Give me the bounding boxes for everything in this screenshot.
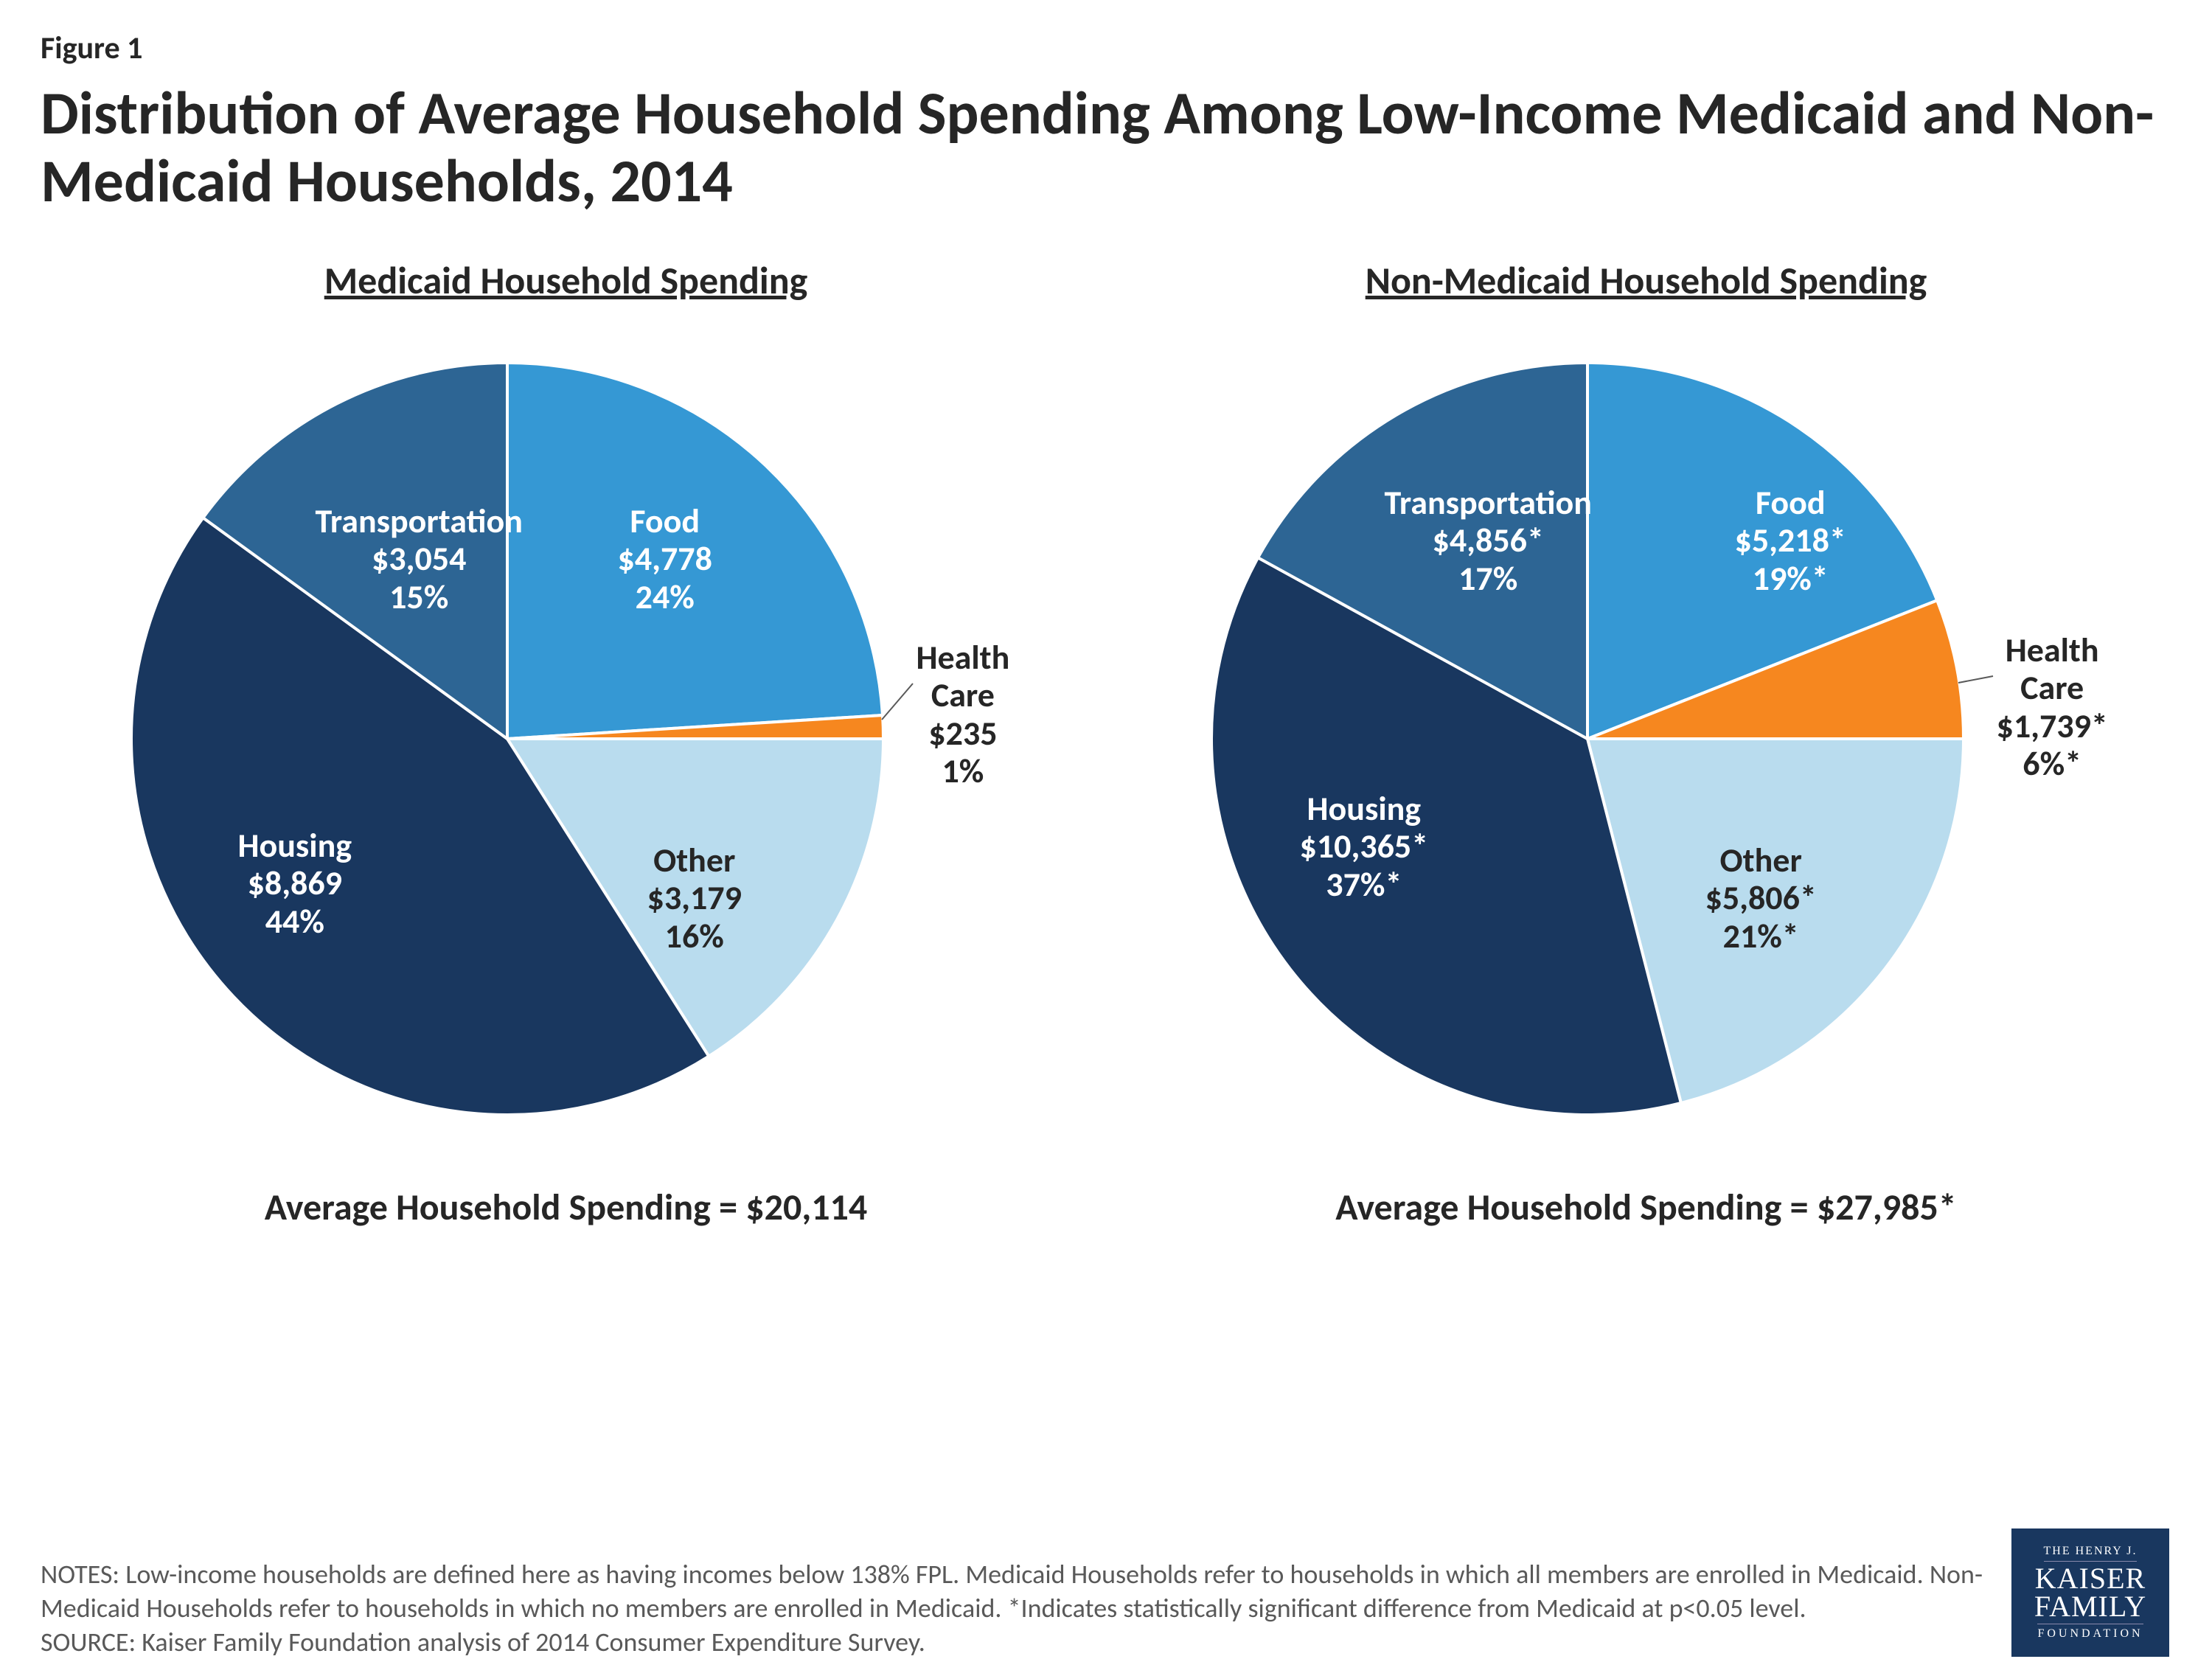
- kff-logo-main: KAISER FAMILY: [2016, 1565, 2165, 1621]
- slice-label: Food$4,77824%: [618, 503, 712, 617]
- main-title: Distribution of Average Household Spendi…: [41, 80, 2171, 216]
- kff-logo-bottom: FOUNDATION: [2037, 1624, 2143, 1641]
- charts-row: Medicaid Household Spending Food$4,77824…: [41, 257, 2171, 1230]
- kff-logo-top: THE HENRY J.: [2044, 1545, 2138, 1562]
- slice-label: HealthCare$2351%: [917, 639, 1010, 791]
- slice-label: Food$5,218*19%*: [1735, 484, 1846, 599]
- chart-subtitle: Medicaid Household Spending: [324, 257, 808, 304]
- footnotes: NOTES: Low-income households are defined…: [41, 1557, 1987, 1659]
- pie-wrap: Food$5,218*19%* HealthCare$1,739*6%* Other…: [1138, 341, 2155, 1152]
- slice-label: Housing$8,86944%: [238, 827, 352, 942]
- chart-medicaid: Medicaid Household Spending Food$4,77824…: [48, 257, 1084, 1230]
- slice-label: Transportation$4,856*17%: [1385, 484, 1592, 599]
- slice-label: Other$3,17916%: [647, 842, 742, 956]
- pie-wrap: Food$4,77824% HealthCare$2351% Other$3,179…: [58, 341, 1075, 1152]
- figure-label: Figure 1: [41, 29, 2171, 67]
- chart-subtitle: Non-Medicaid Household Spending: [1366, 257, 1927, 304]
- chart-non-medicaid: Non-Medicaid Household Spending Food$5,2…: [1128, 257, 2164, 1230]
- slice-label: Other$5,806*21%*: [1705, 842, 1817, 956]
- kff-logo: THE HENRY J. KAISER FAMILY FOUNDATION: [2009, 1526, 2171, 1659]
- source-text: SOURCE: Kaiser Family Foundation analysi…: [41, 1626, 925, 1658]
- slice-label: Housing$10,365*37%*: [1300, 790, 1429, 905]
- average-spending-label: Average Household Spending = $20,114: [265, 1185, 868, 1230]
- average-spending-label: Average Household Spending = $27,985*: [1335, 1185, 1956, 1230]
- footer: NOTES: Low-income households are defined…: [41, 1526, 2171, 1659]
- slice-label: Transportation$3,05415%: [316, 503, 523, 617]
- slice-label: HealthCare$1,739*6%*: [1997, 632, 2108, 784]
- notes-text: NOTES: Low-income households are defined…: [41, 1558, 1983, 1624]
